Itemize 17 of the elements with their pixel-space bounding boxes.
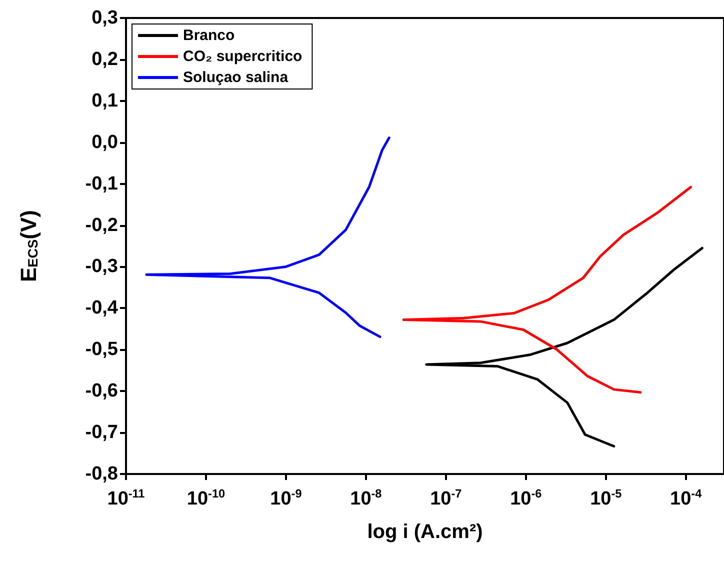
y-tick-label: -0,4 — [85, 298, 118, 319]
y-tick-label: 0,0 — [92, 132, 118, 153]
y-tick-label: -0,3 — [85, 256, 118, 278]
y-tick-label: -0,6 — [85, 380, 118, 402]
y-tick-label: 0,1 — [92, 90, 118, 112]
y-tick-label: 0,2 — [92, 48, 118, 70]
y-tick-label: -0,2 — [85, 214, 118, 236]
y-axis-title: EECS(V) — [16, 210, 42, 282]
y-tick-label: -0,7 — [85, 422, 118, 444]
y-tick-label: -0,1 — [85, 173, 118, 194]
legend-label: Branco — [183, 27, 235, 44]
y-tick-label: -0,5 — [85, 339, 118, 360]
legend-label: Soluçao salina — [183, 69, 289, 86]
legend-label: CO₂ supercritico — [183, 48, 302, 65]
y-tick-label: 0,3 — [92, 8, 118, 28]
y-tick-label: -0,8 — [85, 464, 118, 484]
x-axis-title: log i (A.cm²) — [367, 521, 483, 543]
